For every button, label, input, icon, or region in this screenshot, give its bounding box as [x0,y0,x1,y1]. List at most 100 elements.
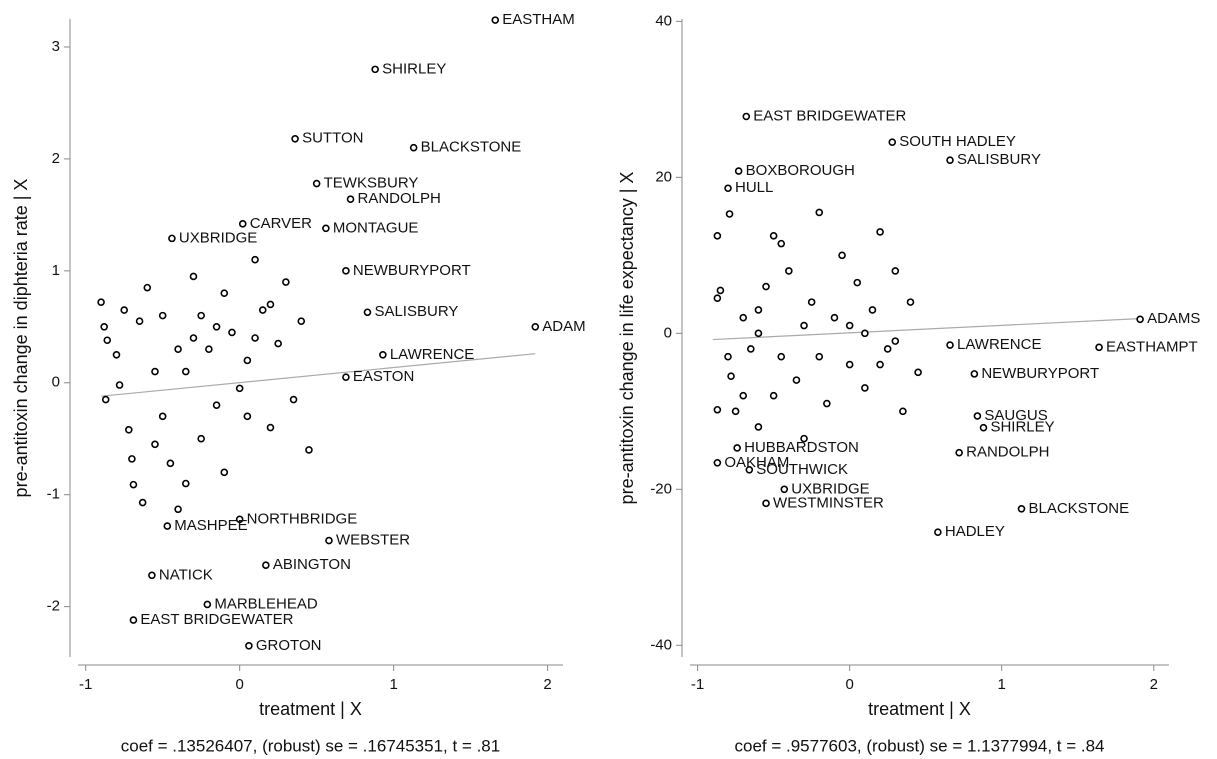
x-tick-label: 2 [1150,676,1158,693]
point [220,468,229,477]
point [713,294,722,303]
point [792,376,801,384]
x-axis-title: treatment | X [259,699,362,719]
point-label: MONTAGUE [333,219,419,236]
point [888,138,897,147]
point [103,336,112,345]
point [725,210,734,218]
point [289,395,298,404]
point [115,381,124,389]
point [861,384,869,392]
point-label: GROTON [256,637,322,654]
point [148,571,156,580]
point-label: RANDOLPH [358,190,441,207]
point [955,448,963,457]
y-tick-label: 40 [655,12,672,29]
point [120,306,128,314]
point [713,232,722,240]
x-tick-label: 1 [998,676,1006,693]
point [151,440,159,449]
note: coef = .9577603, (robust) se = 1.1377994… [734,736,1104,755]
point [891,267,900,275]
y-tick-label: 1 [52,262,60,279]
point [861,329,869,338]
point [174,505,182,514]
point-label: MASHPEE [174,517,247,534]
point-label: SHIRLEY [990,419,1054,436]
point [228,328,236,337]
point [734,167,743,175]
point [754,329,763,338]
point [205,345,213,353]
point-label: BLACKSTONE [1028,500,1129,517]
point [189,272,198,281]
point [379,350,387,359]
point [101,395,110,404]
point-label: RANDOLPH [966,444,1049,461]
point [934,528,942,537]
point [739,391,748,400]
point [409,143,418,152]
point-label: HADLEY [945,523,1005,540]
x-tick-label: 0 [845,676,853,693]
point [727,372,735,381]
panel: -40 -20 0 20 40 -1 0 1 2 treatment | X pre-antitox… [617,12,1201,755]
point [747,345,755,353]
point [807,298,816,306]
panel: -2 -1 0 1 2 3 -1 0 1 2 treatment | X pre-antitoxin … [11,11,586,755]
point [739,313,748,322]
point [158,412,167,421]
point [168,234,176,243]
point [282,278,290,286]
point-label: EASTHAM [502,11,575,28]
point [129,480,138,489]
point-label: SHIRLEY [382,60,446,77]
point [203,600,212,609]
y-tick-label: -20 [650,480,672,497]
point-label: SALISBURY [957,151,1041,168]
point-label: ABINGTON [273,556,351,573]
point [100,323,108,331]
point [876,228,884,236]
point [297,317,306,326]
fit-line [712,317,1142,341]
point [815,352,824,361]
point-label: UXBRIDGE [791,480,869,497]
point [274,339,282,348]
point-label: BOXBOROUGH [746,162,855,179]
point [1095,343,1103,352]
point [716,286,725,295]
point [174,345,182,353]
point [780,485,789,494]
point [762,499,770,508]
point-label: HULL [735,179,773,196]
point [713,405,722,414]
point-label: OAKHAM [724,454,789,471]
point-label: SUTTON [302,130,363,147]
point-label: TEWKSBURY [324,175,419,192]
point [830,313,839,322]
point [251,334,259,342]
x-axis-title: treatment | X [868,699,971,719]
point [769,391,778,400]
y-tick-label: 3 [52,38,60,55]
point [899,407,907,416]
point [731,407,740,416]
point [531,323,540,331]
x-tick-label: -1 [79,676,92,693]
point [946,341,954,349]
point [322,224,330,233]
point [970,370,979,378]
point-label: ADAMS [1147,310,1200,327]
point-label: BLACKSTONE [421,139,522,156]
point [845,321,854,330]
point-label: NATICK [159,566,213,583]
point [97,298,105,306]
x-tick-label: 1 [389,676,397,693]
point [125,425,133,434]
point-label: WESTMINSTER [773,494,884,511]
point [158,311,167,320]
point [754,423,763,431]
point [785,267,793,275]
point [235,384,244,393]
